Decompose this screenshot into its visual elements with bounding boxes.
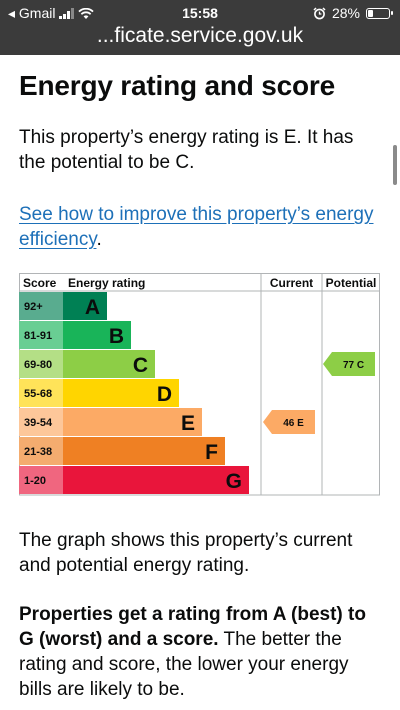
page-title: Energy rating and score <box>19 70 335 101</box>
address-bar[interactable]: ...ficate.service.gov.uk <box>96 24 304 47</box>
band-range-d: 55-68 <box>24 388 52 400</box>
rating-explanation: Properties get a rating from A (best) to… <box>19 602 384 702</box>
header-energy-rating: Energy rating <box>68 276 145 290</box>
band-score-cell-e <box>19 408 63 436</box>
band-range-a: 92+ <box>24 301 43 313</box>
band-range-f: 21-38 <box>24 446 52 458</box>
band-letter-f: F <box>205 441 218 464</box>
energy-rating-graph: Score Energy rating Current Potential 92+ A 81… <box>19 273 380 496</box>
energy-rating-chart: Score Energy rating Current Potential 92+ A 81… <box>19 273 380 496</box>
improve-suffix: . <box>96 229 102 250</box>
signal-bars-icon <box>59 8 75 19</box>
band-score-cell-b <box>19 321 63 349</box>
battery-percent: 28% <box>331 5 360 21</box>
status-time: 15:58 <box>182 5 218 21</box>
current-rating-label: 46 E <box>283 418 304 429</box>
current-arrow <box>263 410 315 434</box>
band-f <box>19 437 225 465</box>
battery-icon <box>366 7 393 19</box>
potential-rating-label: 77 C <box>343 360 364 371</box>
rating-explanation-bold: Properties get a rating from A (best) to… <box>19 604 366 650</box>
band-score-cell-a <box>19 292 63 320</box>
header-score: Score <box>23 276 57 290</box>
potential-arrow <box>323 352 375 376</box>
band-b <box>19 321 131 349</box>
improve-paragraph: See how to improve this property’s energ… <box>19 202 389 252</box>
improve-energy-link[interactable]: See how to improve this property’s energ… <box>19 204 374 250</box>
band-score-cell-f <box>19 437 63 465</box>
band-g <box>19 466 249 494</box>
band-letter-d: D <box>157 383 172 406</box>
band-score-cell-c <box>19 350 63 378</box>
scrollbar[interactable] <box>393 145 397 185</box>
wifi-icon <box>78 7 95 19</box>
rating-intro: This property’s energy rating is E. It h… <box>19 127 354 173</box>
band-a <box>19 292 107 320</box>
graph-description: The graph shows this property’s current … <box>19 530 353 576</box>
band-range-e: 39-54 <box>24 417 53 429</box>
band-range-g: 1-20 <box>24 475 46 487</box>
band-letter-b: B <box>109 325 124 348</box>
header-current: Current <box>270 276 313 290</box>
band-range-c: 69-80 <box>24 359 52 371</box>
band-letter-g: G <box>226 470 242 493</box>
band-letter-e: E <box>181 412 195 435</box>
browser-chrome: ◂ Gmail 15:58 28% ...ficate.service.gov.… <box>0 0 400 55</box>
band-d <box>19 379 179 407</box>
band-e <box>19 408 202 436</box>
band-score-cell-g <box>19 466 63 494</box>
back-to-gmail-link[interactable]: ◂ Gmail <box>8 5 56 21</box>
band-score-cell-d <box>19 379 63 407</box>
band-letter-c: C <box>133 354 148 377</box>
rating-explanation-rest: The better the rating and score, the low… <box>19 629 349 700</box>
band-letter-a: A <box>85 296 100 319</box>
status-bar: ◂ Gmail 15:58 28% <box>0 0 400 26</box>
header-potential: Potential <box>326 276 377 290</box>
band-c <box>19 350 155 378</box>
alarm-icon <box>313 6 326 19</box>
band-range-b: 81-91 <box>24 330 52 342</box>
